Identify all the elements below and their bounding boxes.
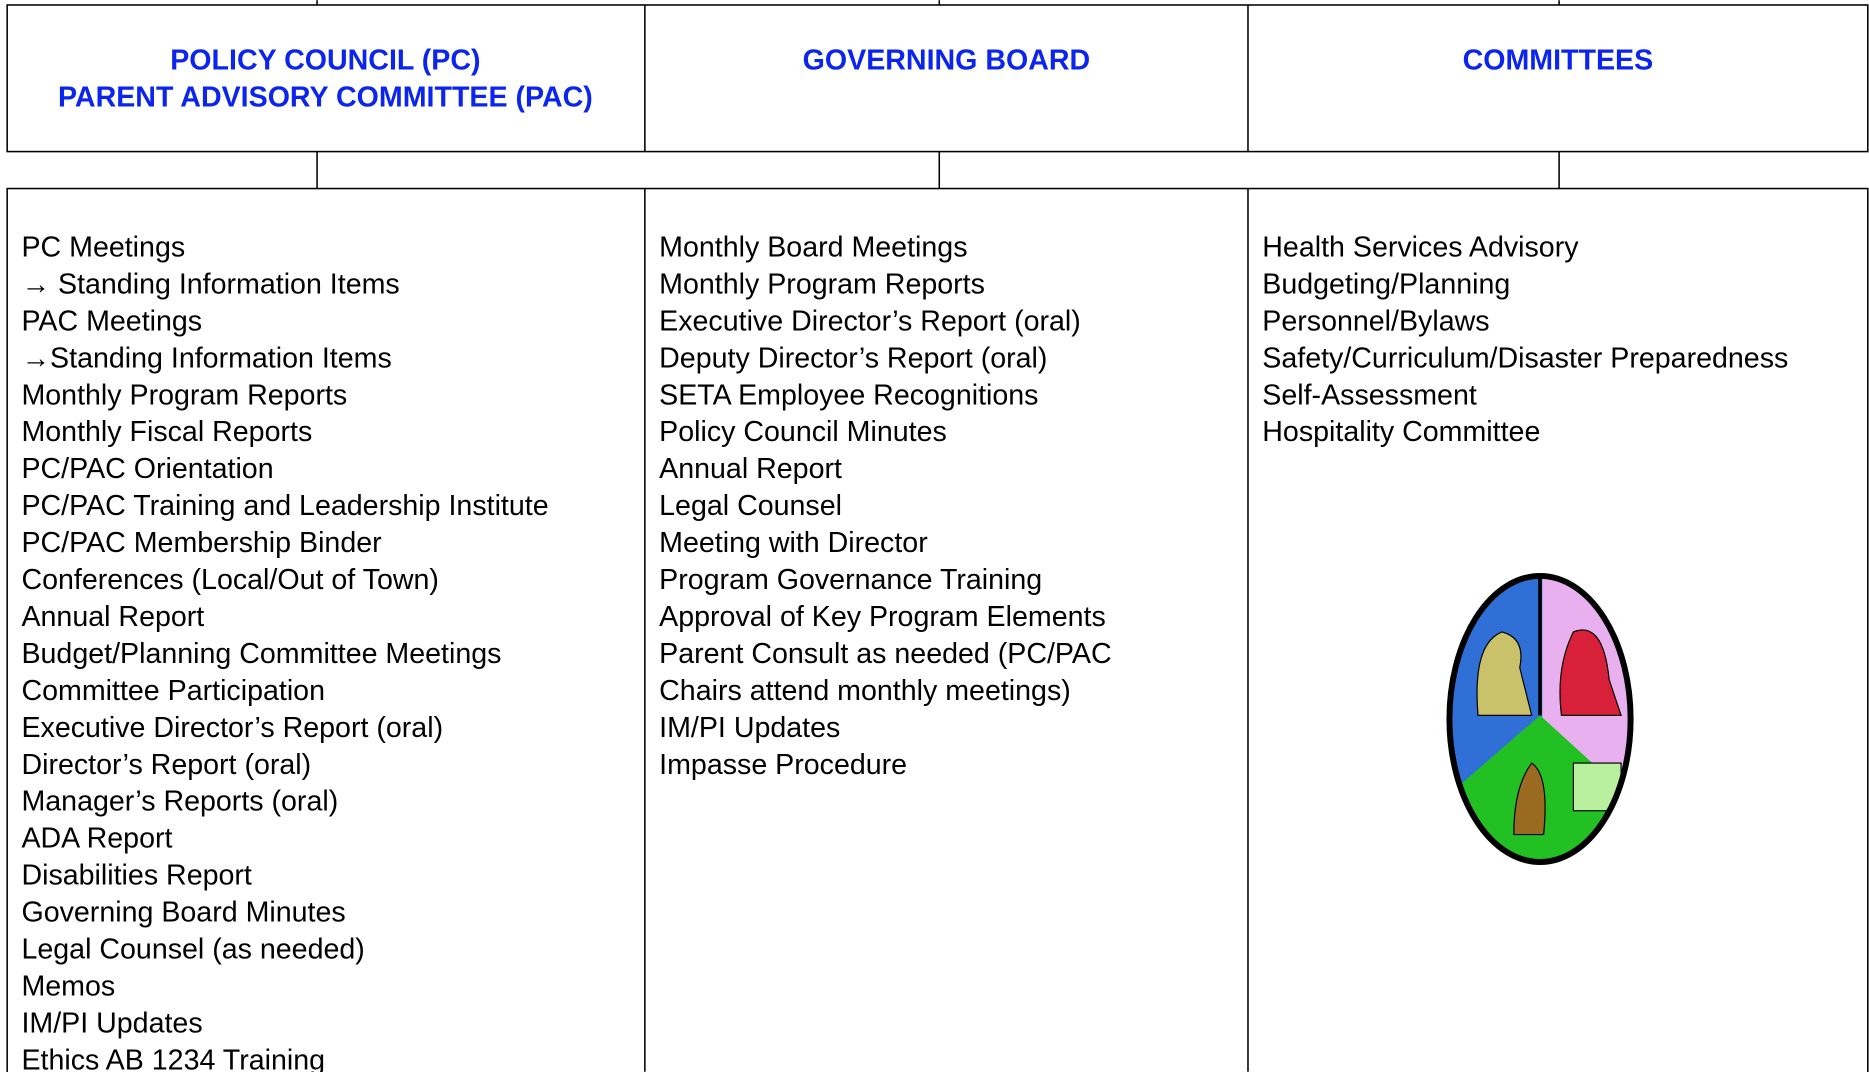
- list-item: Budgeting/Planning: [1262, 268, 1510, 300]
- list-item: PC/PAC Membership Binder: [21, 527, 382, 559]
- list-item: IM/PI Updates: [659, 712, 840, 744]
- list-item: Annual Report: [659, 453, 842, 485]
- list-item: Governing Board Minutes: [21, 897, 345, 929]
- list-item: Monthly Program Reports: [659, 268, 985, 300]
- list-item: Monthly Board Meetings: [659, 231, 967, 263]
- list-item: Safety/Curriculum/Disaster Preparedness: [1262, 342, 1788, 374]
- list-item: Conferences (Local/Out of Town): [21, 564, 438, 596]
- list-item: SETA Employee Recognitions: [659, 379, 1038, 411]
- list-item: Monthly Fiscal Reports: [21, 416, 312, 448]
- list-item: Committee Participation: [21, 675, 325, 707]
- list-item: Personnel/Bylaws: [1262, 305, 1489, 337]
- list-item: →Standing Information Items: [21, 342, 391, 374]
- list-item: → Standing Information Items: [21, 268, 399, 300]
- list-item: Chairs attend monthly meetings): [659, 675, 1071, 707]
- list-item: Meeting with Director: [659, 527, 928, 559]
- list-item: Manager’s Reports (oral): [21, 786, 338, 818]
- list-item: ADA Report: [21, 823, 172, 855]
- list-item: Policy Council Minutes: [659, 416, 947, 448]
- list-item: Approval of Key Program Elements: [659, 601, 1106, 633]
- table-borders: [6, 0, 1869, 1072]
- list-item: Legal Counsel (as needed): [21, 934, 364, 966]
- list-item: PC Meetings: [21, 231, 185, 263]
- list-item: Executive Director’s Report (oral): [21, 712, 443, 744]
- column-header: GOVERNING BOARD: [803, 44, 1091, 76]
- list-item: Annual Report: [21, 601, 204, 633]
- list-item: Health Services Advisory: [1262, 231, 1579, 263]
- column-header: POLICY COUNCIL (PC): [170, 44, 480, 76]
- list-item: PC/PAC Training and Leadership Institute: [21, 490, 548, 522]
- list-item: Monthly Program Reports: [21, 379, 347, 411]
- list-item: Budget/Planning Committee Meetings: [21, 638, 501, 670]
- list-item: Legal Counsel: [659, 490, 842, 522]
- list-item: PAC Meetings: [21, 305, 202, 337]
- list-item: IM/PI Updates: [21, 1007, 202, 1039]
- clip-art: [1446, 572, 1634, 865]
- list-item: PC/PAC Orientation: [21, 453, 273, 485]
- list-item: Disabilities Report: [21, 860, 251, 892]
- list-item: Parent Consult as needed (PC/PAC: [659, 638, 1111, 670]
- list-item: Ethics AB 1234 Training: [21, 1044, 325, 1072]
- list-item: Program Governance Training: [659, 564, 1042, 596]
- list-item: Director’s Report (oral): [21, 749, 311, 781]
- list-item: Impasse Procedure: [659, 749, 907, 781]
- list-item: Executive Director’s Report (oral): [659, 305, 1081, 337]
- list-item: Hospitality Committee: [1262, 416, 1540, 448]
- column-header: PARENT ADVISORY COMMITTEE (PAC): [58, 81, 593, 113]
- list-item: Memos: [21, 971, 115, 1003]
- list-item: Self-Assessment: [1262, 379, 1477, 411]
- list-item: Deputy Director’s Report (oral): [659, 342, 1047, 374]
- column-header: COMMITTEES: [1463, 44, 1654, 76]
